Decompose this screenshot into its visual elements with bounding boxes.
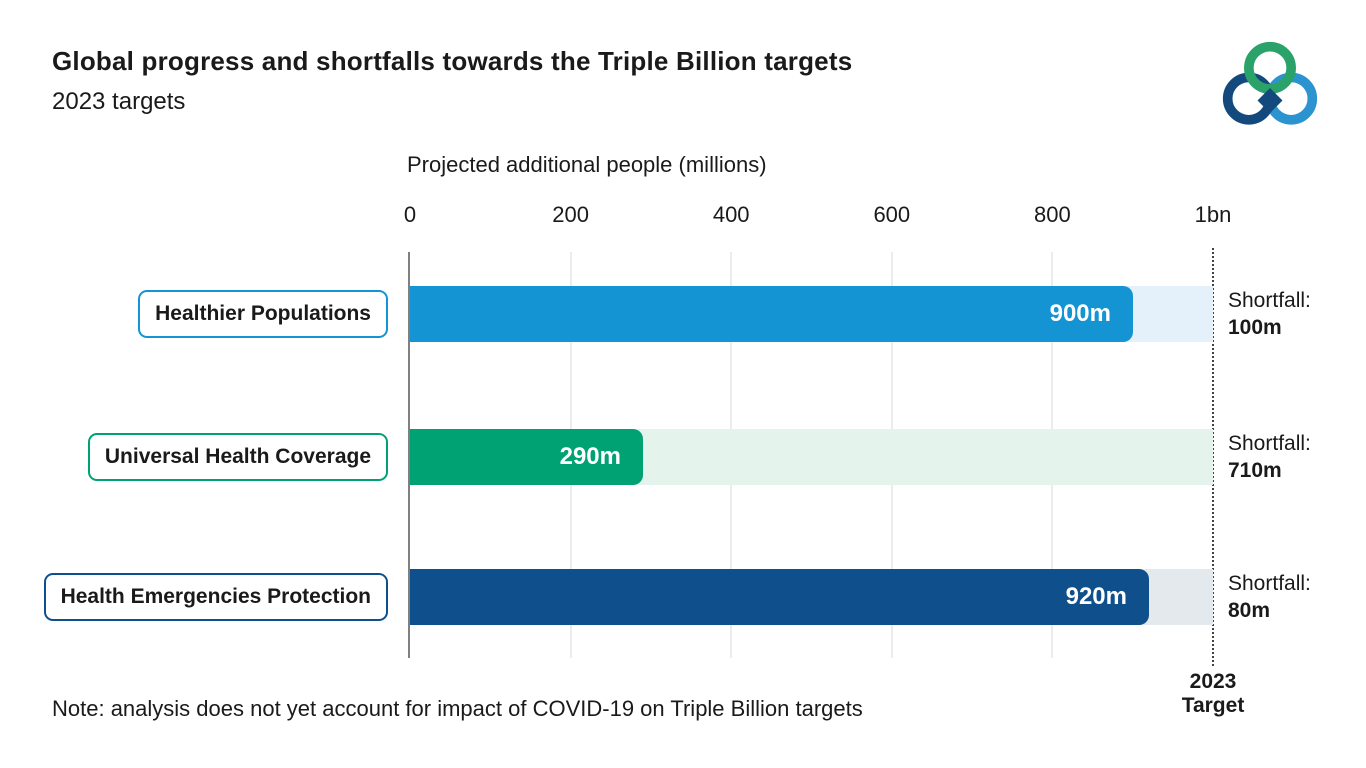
bar-value-label: 900m xyxy=(1049,300,1111,327)
bar-value-label: 290m xyxy=(559,443,621,470)
shortfall-value: 710m xyxy=(1228,459,1282,482)
shortfall-annotation: Shortfall: 710m xyxy=(1228,430,1311,484)
target-label-word: Target xyxy=(1181,694,1245,717)
shortfall-title: Shortfall: xyxy=(1228,572,1311,595)
bar-track-universal-health-coverage: 290m xyxy=(410,429,1213,485)
bar-track-health-emergencies-protection: 920m xyxy=(410,569,1213,625)
shortfall-title: Shortfall: xyxy=(1228,289,1311,312)
page-subtitle: 2023 targets xyxy=(52,88,186,115)
triple-billion-logo-icon xyxy=(1220,40,1320,143)
shortfall-value: 100m xyxy=(1228,316,1282,339)
shortfall-value: 80m xyxy=(1228,599,1271,622)
axis-tick-label: 800 xyxy=(1034,202,1071,227)
axis-tick-label: 400 xyxy=(712,202,750,227)
bar-universal-health-coverage: 290m xyxy=(410,429,643,485)
axis-tick-label: 0 xyxy=(403,202,417,227)
footnote: Note: analysis does not yet account for … xyxy=(52,696,863,721)
shortfall-annotation: Shortfall: 100m xyxy=(1228,287,1311,341)
bar-track-healthier-populations: 900m xyxy=(410,286,1213,342)
category-label-universal-health-coverage: Universal Health Coverage xyxy=(87,433,388,481)
x-axis-title: Projected additional people (millions) xyxy=(407,152,767,177)
target-dotted-line xyxy=(1212,248,1214,666)
shortfall-annotation: Shortfall: 80m xyxy=(1228,570,1311,624)
category-label-healthier-populations: Healthier Populations xyxy=(138,290,388,338)
bar-value-label: 920m xyxy=(1065,583,1127,610)
bar-health-emergencies-protection: 920m xyxy=(410,569,1149,625)
bar-healthier-populations: 900m xyxy=(410,286,1133,342)
page-title: Global progress and shortfalls towards t… xyxy=(52,46,853,76)
target-label: 2023 Target xyxy=(1182,670,1245,718)
category-label-health-emergencies-protection: Health Emergencies Protection xyxy=(43,573,388,621)
y-axis-line xyxy=(408,252,410,658)
axis-tick-label: 600 xyxy=(873,202,911,227)
axis-tick-label: 1bn xyxy=(1194,202,1232,227)
target-label-year: 2023 xyxy=(1189,670,1237,693)
axis-tick-label: 200 xyxy=(552,202,589,227)
logo-center-diamond xyxy=(1257,88,1283,114)
shortfall-title: Shortfall: xyxy=(1228,432,1311,455)
